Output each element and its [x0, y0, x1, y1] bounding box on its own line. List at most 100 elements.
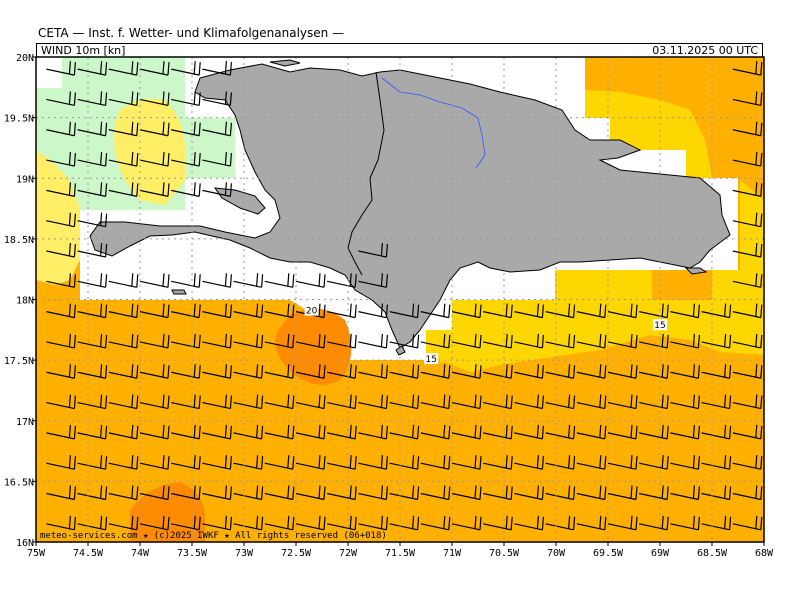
- wind-barb: [545, 455, 576, 470]
- wind-barb: [139, 333, 170, 349]
- wind-barb: [295, 394, 326, 410]
- wind-barb: [670, 485, 700, 501]
- wind-barb: [327, 333, 357, 349]
- wind-barb: [732, 364, 763, 379]
- wind-barb: [233, 424, 264, 440]
- wind-barb: [545, 303, 576, 319]
- wind-barb: [327, 303, 357, 319]
- wind-barb: [139, 121, 170, 137]
- wind-barb: [732, 273, 763, 288]
- wind-barb: [763, 311, 764, 313]
- wind-barb: [763, 251, 764, 252]
- wind-barb: [233, 333, 264, 349]
- wind-barb: [576, 364, 607, 379]
- wind-barb: [763, 493, 764, 495]
- wind-barb: [358, 364, 388, 379]
- wind-barb: [639, 394, 669, 410]
- wind-barb: [202, 424, 232, 440]
- wind-barb: [639, 485, 669, 501]
- wind-barb: [202, 303, 232, 319]
- wind-barb: [264, 333, 295, 349]
- wind-barb: [545, 485, 576, 501]
- wind-barb: [389, 364, 420, 379]
- wind-barb: [732, 333, 763, 349]
- wind-barb: [732, 242, 763, 258]
- wind-barb: [389, 424, 420, 440]
- wind-barb: [639, 333, 669, 349]
- wind-barb: [701, 394, 732, 410]
- wind-barb: [202, 515, 232, 531]
- wind-barb: [420, 303, 451, 319]
- wind-barb: [483, 515, 513, 531]
- wind-barb: [46, 455, 76, 470]
- wind-barb: [358, 242, 388, 258]
- contour-label-bg: [304, 304, 319, 316]
- wind-barb: [389, 455, 420, 470]
- wind-barb: [46, 61, 76, 76]
- wind-barb: [77, 303, 108, 319]
- wind-barb: [576, 303, 607, 319]
- contour-label-bg: [424, 353, 439, 365]
- wind-barb: [202, 394, 232, 410]
- lon-tick-label: 70.5W: [489, 548, 520, 559]
- wind-barb: [483, 364, 513, 379]
- wind-barb: [77, 91, 108, 107]
- wind-barb: [77, 455, 108, 470]
- wind-barb: [514, 485, 544, 501]
- wind-barb: [607, 333, 638, 349]
- lon-tick-label: 71.5W: [385, 548, 416, 559]
- wind-barb: [171, 273, 201, 288]
- wind-barb: [202, 152, 232, 167]
- wind-barb: [264, 273, 295, 288]
- wind-barb: [77, 424, 108, 440]
- header-title: CETA — Inst. f. Wetter- und Klimafolgena…: [38, 26, 345, 40]
- wind-barb: [420, 485, 451, 501]
- wind-barb: [701, 333, 732, 349]
- wind-barb: [701, 455, 732, 470]
- wind-barb: [483, 303, 513, 319]
- wind-barb: [171, 91, 201, 107]
- wind-barb: [607, 485, 638, 501]
- wind-barb: [389, 394, 420, 410]
- wind-barb: [763, 220, 764, 222]
- contour-label: 20: [306, 307, 318, 317]
- wind-barb: [77, 61, 108, 76]
- wind-barb: [233, 303, 264, 319]
- wind-barb: [202, 273, 232, 288]
- wind-barb: [108, 364, 139, 379]
- wind-barb: [46, 333, 76, 349]
- wind-barb: [701, 303, 732, 319]
- wind-barb: [670, 455, 700, 470]
- wind-barb: [670, 333, 700, 349]
- wind-barb: [77, 212, 108, 228]
- lon-tick-label: 68W: [755, 548, 774, 559]
- wind-barb: [607, 303, 638, 319]
- wind-barb: [483, 394, 513, 410]
- subheader-bar: WIND 10m [kn] 03.11.2025 00 UTC: [36, 43, 763, 57]
- wind-barb: [139, 485, 170, 501]
- footer-credit: meteo-services.com ★ (c)2025 IWKF ★ All …: [40, 531, 387, 541]
- lon-tick-label: 74W: [131, 548, 150, 559]
- wind-barb: [451, 364, 482, 379]
- wind-barb: [139, 364, 170, 379]
- wind-barb: [732, 212, 763, 228]
- wind-barb: [139, 515, 170, 531]
- lat-tick-label: 17.5N: [4, 356, 34, 367]
- wind-barb: [264, 485, 295, 501]
- land-vache-island: [171, 289, 187, 295]
- wind-barb: [233, 485, 264, 501]
- wind-barb: [420, 455, 451, 470]
- wind-barb: [295, 485, 326, 501]
- wind-barb: [202, 333, 232, 349]
- wind-barb: [607, 455, 638, 470]
- lon-tick-label: 72W: [339, 548, 358, 559]
- wind-barb: [77, 333, 108, 349]
- wind-barb: [77, 273, 108, 288]
- wind-barb: [108, 424, 139, 440]
- wind-barb: [171, 424, 201, 440]
- land-tortuga: [269, 59, 301, 67]
- wind-barb: [420, 394, 451, 410]
- wind-barb: [264, 515, 295, 531]
- wind-barb: [763, 402, 764, 404]
- lon-tick-label: 70W: [547, 548, 566, 559]
